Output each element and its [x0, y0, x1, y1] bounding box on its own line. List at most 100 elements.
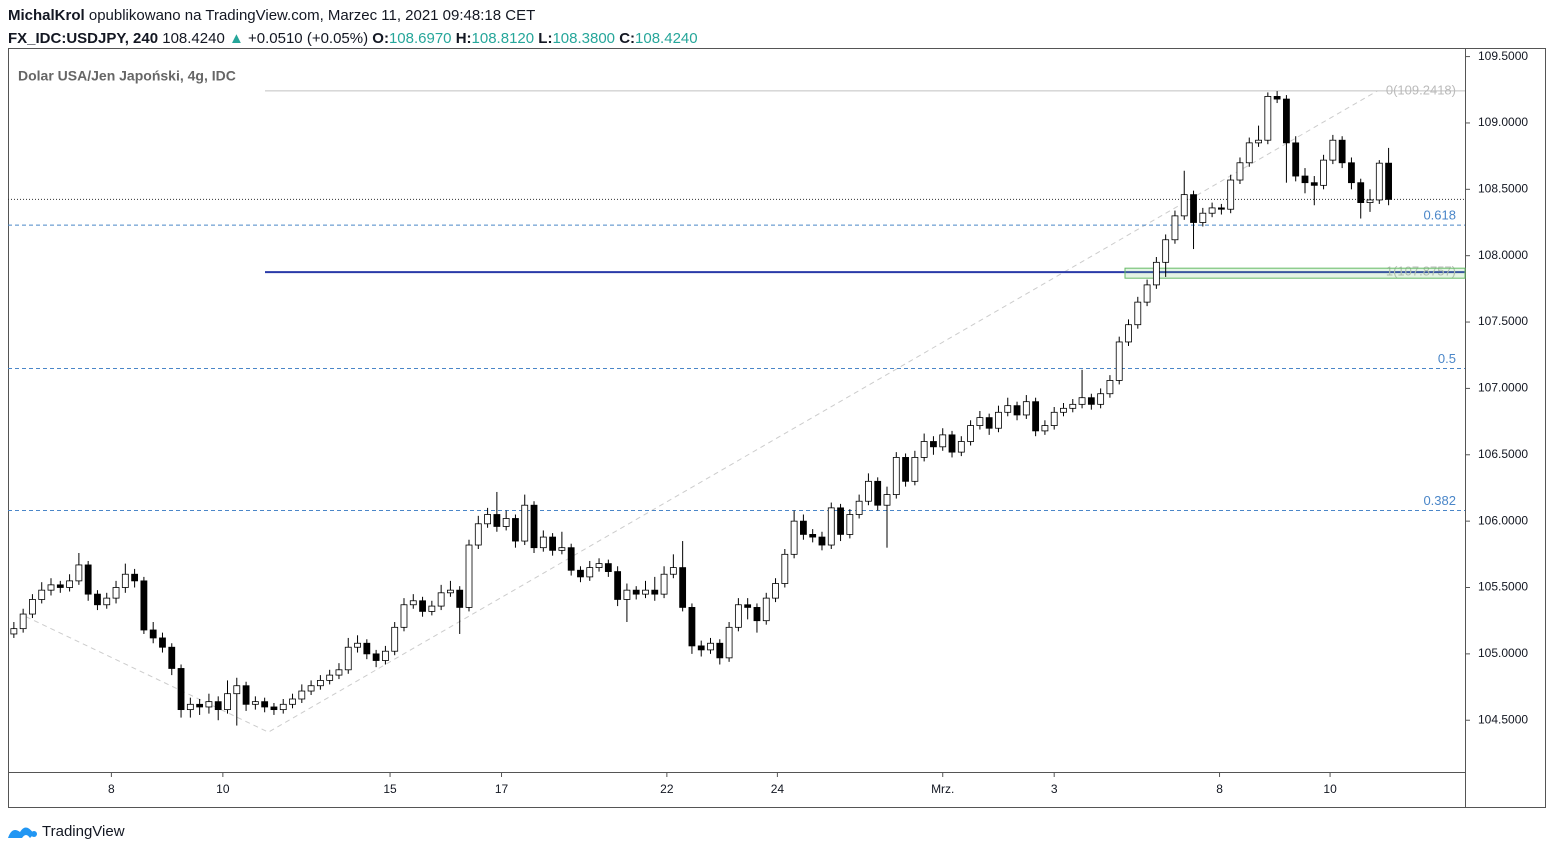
- l-value: 108.3800: [552, 30, 615, 47]
- candle-body: [930, 441, 937, 448]
- candle-body: [642, 589, 649, 595]
- candle-body: [614, 571, 622, 600]
- candle-body: [1069, 403, 1077, 409]
- candle-body: [800, 520, 807, 535]
- candle-body: [66, 580, 73, 588]
- trend-line: [25, 90, 1378, 733]
- candle-body: [512, 518, 519, 542]
- candle-body: [679, 567, 687, 608]
- candle-body: [632, 589, 640, 595]
- candle-body: [214, 701, 222, 711]
- x-tick-label: 8: [1216, 782, 1223, 796]
- candle-body: [1273, 96, 1281, 100]
- candle-body: [409, 600, 417, 606]
- candle-body: [363, 642, 371, 655]
- candle-body: [1022, 401, 1030, 416]
- candle-body: [651, 589, 659, 595]
- candle-body: [326, 674, 334, 681]
- candle-body: [1320, 159, 1327, 186]
- brand: TradingView: [42, 823, 125, 840]
- y-tick-label: 107.0000: [1478, 381, 1528, 395]
- candle-body: [1190, 194, 1197, 223]
- fib-label: 0.5: [1438, 351, 1456, 366]
- candle-body: [948, 434, 956, 453]
- candle-body: [1264, 96, 1272, 141]
- frame: [8, 48, 1546, 808]
- candle-body: [196, 703, 204, 708]
- y-tick-label: 105.0000: [1478, 646, 1528, 660]
- candle-body: [846, 514, 854, 535]
- fib-label: 0.618: [1423, 208, 1456, 223]
- candle-body: [84, 564, 92, 595]
- candle-body: [976, 417, 984, 426]
- candle-body: [400, 604, 408, 628]
- candle-body: [567, 547, 575, 571]
- candle-body: [716, 642, 724, 659]
- y-tick-label: 106.0000: [1478, 513, 1528, 527]
- y-tick-label: 107.5000: [1478, 314, 1528, 328]
- candle-body: [995, 411, 1002, 429]
- chart-title: Dolar USA/Jen Japoński, 4g, IDC: [18, 68, 236, 84]
- candle-body: [1329, 139, 1337, 161]
- arrow: ▲: [229, 30, 244, 47]
- candle-body: [595, 563, 603, 568]
- candle-body: [920, 441, 928, 458]
- candle-body: [1115, 341, 1123, 381]
- candle-body: [1078, 397, 1086, 405]
- candle-body: [911, 457, 919, 482]
- x-tick-label: 15: [383, 782, 397, 796]
- candle-body: [112, 587, 120, 599]
- change: +0.0510 (+0.05%): [248, 30, 368, 47]
- candle-body: [1106, 380, 1114, 395]
- author: MichalKrol: [8, 7, 85, 24]
- candle-body: [772, 583, 779, 599]
- candle-body: [233, 685, 241, 695]
- candle-body: [781, 553, 789, 584]
- candle-body: [660, 573, 668, 595]
- candle-body: [224, 693, 231, 711]
- candle-body: [1087, 397, 1095, 405]
- candle-body: [985, 417, 993, 429]
- x-tick-label: 10: [216, 782, 230, 796]
- quote-line: FX_IDC:USDJPY, 240 108.4240 ▲ +0.0510 (+…: [8, 30, 698, 47]
- candle-body: [1227, 179, 1235, 210]
- candle-body: [577, 569, 584, 578]
- candle-body: [1292, 142, 1300, 177]
- candle-body: [939, 434, 947, 448]
- candle-body: [874, 480, 882, 506]
- candle-body: [428, 605, 436, 612]
- candle-body: [186, 703, 194, 711]
- candle-body: [131, 573, 139, 582]
- candle-body: [279, 703, 287, 711]
- y-tick-label: 106.5000: [1478, 447, 1528, 461]
- candle-body: [307, 685, 315, 692]
- x-tick-label: 3: [1051, 782, 1058, 796]
- candle-body: [1348, 162, 1355, 184]
- candle-body: [251, 701, 259, 705]
- candle-body: [697, 645, 705, 651]
- l-label: L:: [538, 30, 552, 47]
- candle-body: [1310, 182, 1318, 186]
- candle-body: [586, 567, 594, 578]
- candle-body: [372, 653, 380, 661]
- candle-body: [177, 668, 185, 711]
- header-line: MichalKrol opublikowano na TradingView.c…: [8, 7, 535, 24]
- candle-body: [1208, 207, 1216, 214]
- candle-body: [474, 523, 482, 546]
- x-tick-label: 10: [1323, 782, 1337, 796]
- candle-body: [1032, 401, 1040, 432]
- candle-body: [456, 589, 464, 608]
- candle-body: [502, 518, 510, 527]
- fib-label: 1(107.8757): [1386, 264, 1456, 279]
- candle-body: [827, 507, 835, 546]
- candle-body: [1125, 324, 1132, 343]
- zone: [1124, 267, 1466, 279]
- candle-body: [549, 536, 557, 551]
- published: opublikowano na TradingView.com, Marzec …: [89, 7, 535, 24]
- candle-body: [47, 584, 55, 591]
- h-label: H:: [456, 30, 472, 47]
- candle-body: [382, 650, 389, 661]
- candle-body: [1255, 139, 1262, 144]
- candle-body: [1097, 393, 1105, 405]
